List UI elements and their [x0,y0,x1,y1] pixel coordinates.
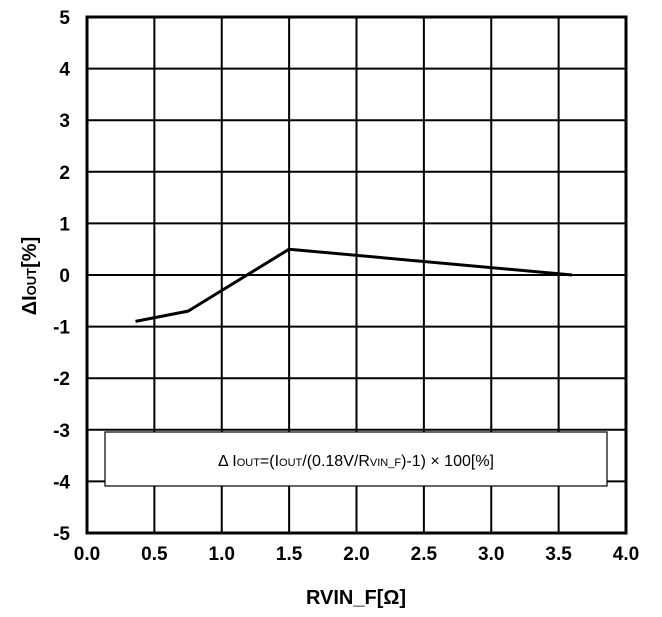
y-tick-label: -3 [53,421,70,442]
y-tick-label: 3 [59,111,70,132]
x-tick-label: 2.0 [343,544,369,565]
y-tick-labels: 5 4 3 2 1 0 -1 -2 -3 -4 -5 [53,8,70,545]
annotation-text: Δ IOUT=(IOUT/(0.18V/RVIN_F)-1) × 100[%] [218,453,494,470]
y-tick-label: 0 [59,266,70,287]
series-line [135,247,573,323]
y-tick-label: 4 [59,60,70,81]
formula-annotation: Δ IOUT=(IOUT/(0.18V/RVIN_F)-1) × 100[%] [104,431,608,487]
y-tick-label: -2 [53,369,70,390]
x-tick-label: 3.5 [545,544,572,565]
x-tick-label: 2.5 [411,544,438,565]
x-axis-label: RVIN_F[Ω] [306,587,406,609]
x-tick-label: 0.5 [141,544,168,565]
y-tick-label: 1 [59,214,70,235]
y-axis-label-main: ΔI [19,295,41,315]
y-axis-label-sub: OUT [24,268,39,296]
annotation-part: =(I [260,453,279,470]
y-tick-label: -1 [53,318,70,339]
y-axis-label-tail: [%] [19,237,41,268]
annotation-part: OUT [279,457,303,469]
annotation-part: VIN_F [370,457,401,469]
y-tick-label: -4 [53,472,70,493]
y-axis-label: ΔIOUT[%] [19,237,41,316]
y-tick-label: 2 [59,163,70,184]
x-tick-label: 3.0 [478,544,504,565]
annotation-frame [104,431,608,487]
x-tick-label: 1.5 [276,544,303,565]
annotation-part: )-1) × 100[%] [401,453,494,470]
series-layer [135,247,573,323]
grid [86,16,627,534]
annotation-part: OUT [237,457,261,469]
annotation-part: Δ I [218,453,237,470]
x-tick-labels: 0.0 0.5 1.0 1.5 2.0 2.5 3.0 3.5 4.0 [74,544,639,565]
plot-frame [85,15,628,535]
x-tick-label: 1.0 [209,544,235,565]
x-tick-label: 0.0 [74,544,100,565]
annotation-part: /(0.18V/R [302,453,370,470]
y-tick-label: -5 [53,524,70,545]
x-tick-label: 4.0 [613,544,639,565]
y-tick-label: 5 [59,8,70,29]
